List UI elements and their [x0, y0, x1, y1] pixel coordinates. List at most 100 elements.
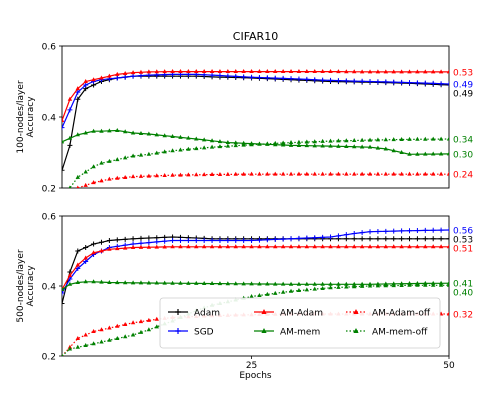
data-point: [423, 244, 428, 249]
data-point: [62, 118, 65, 123]
data-point: [106, 238, 112, 243]
data-point: [351, 236, 357, 242]
data-point: [130, 153, 136, 158]
data-point: [249, 294, 254, 298]
data-point: [186, 135, 191, 140]
data-point: [265, 171, 270, 176]
data-point: [201, 172, 207, 177]
data-point: [431, 69, 436, 74]
data-point: [62, 290, 65, 296]
data-point: [265, 69, 270, 74]
data-point: [407, 136, 412, 141]
data-point: [446, 82, 449, 88]
data-point: [177, 238, 183, 243]
data-point: [68, 189, 72, 193]
data-point: [265, 244, 270, 249]
data-point: [343, 232, 349, 238]
data-point: [138, 235, 144, 241]
data-point: [438, 81, 444, 87]
data-point: [359, 171, 365, 176]
data-point: [225, 281, 231, 286]
data-point: [359, 283, 365, 288]
data-point: [399, 79, 405, 85]
data-point: [399, 171, 404, 176]
data-point: [280, 289, 286, 294]
data-point: [273, 244, 278, 249]
data-point: [154, 235, 160, 241]
data-point: [241, 281, 246, 286]
data-point: [438, 136, 444, 141]
data-point: [91, 164, 96, 169]
data-point: [423, 69, 428, 74]
data-point: [225, 244, 231, 249]
data-point: [146, 173, 152, 178]
data-point: [122, 245, 128, 250]
data-point: [359, 137, 365, 142]
y-tick-label: 0.4: [42, 283, 57, 293]
data-point: [115, 336, 120, 340]
data-point: [122, 71, 128, 76]
data-point: [257, 171, 262, 176]
data-point: [383, 283, 389, 288]
data-point: [367, 236, 373, 242]
data-point: [352, 171, 357, 176]
data-point: [415, 244, 420, 249]
data-point: [67, 142, 73, 148]
data-point: [122, 236, 128, 242]
data-point: [99, 128, 104, 133]
data-point: [83, 343, 88, 347]
data-point: [162, 244, 167, 249]
data-point: [107, 246, 112, 251]
data-point: [170, 244, 175, 249]
data-point: [296, 244, 302, 249]
data-point: [170, 172, 175, 177]
data-point: [328, 244, 333, 249]
data-point: [170, 69, 175, 74]
data-point: [115, 246, 120, 251]
data-point: [225, 171, 231, 176]
data-point: [99, 178, 104, 183]
data-point: [122, 155, 128, 160]
data-point: [75, 174, 80, 179]
data-point: [233, 143, 238, 148]
legend-marker: [261, 309, 267, 314]
data-point: [146, 72, 152, 78]
data-point: [446, 81, 449, 87]
data-point: [367, 69, 373, 74]
end-value-label: 0.34: [453, 136, 473, 146]
data-point: [257, 292, 262, 297]
series-am-adam: [62, 69, 449, 123]
data-point: [67, 135, 73, 140]
data-point: [383, 137, 389, 142]
data-point: [352, 244, 357, 249]
data-point: [194, 280, 199, 285]
data-point: [431, 136, 436, 141]
legend-item: AM-mem: [254, 328, 320, 338]
data-point: [67, 346, 73, 351]
data-point: [414, 80, 420, 86]
data-point: [146, 244, 152, 249]
data-point: [288, 69, 294, 74]
data-point: [320, 138, 325, 143]
data-point: [344, 138, 349, 143]
data-point: [430, 227, 436, 233]
data-point: [75, 262, 80, 267]
data-point: [312, 143, 317, 148]
data-point: [154, 150, 159, 155]
data-point: [328, 281, 333, 286]
data-point: [351, 231, 357, 236]
data-point: [352, 144, 357, 149]
data-point: [62, 287, 65, 291]
data-point: [249, 142, 254, 147]
data-point: [273, 69, 278, 74]
data-point: [233, 69, 238, 74]
legend-item: AM-Adam: [254, 309, 323, 319]
data-point: [249, 238, 255, 243]
data-point: [391, 283, 396, 288]
data-point: [170, 280, 175, 285]
data-point: [130, 236, 136, 242]
data-point: [264, 75, 270, 81]
end-value-label: 0.41: [453, 280, 473, 290]
data-point: [178, 134, 183, 139]
data-point: [367, 229, 373, 235]
